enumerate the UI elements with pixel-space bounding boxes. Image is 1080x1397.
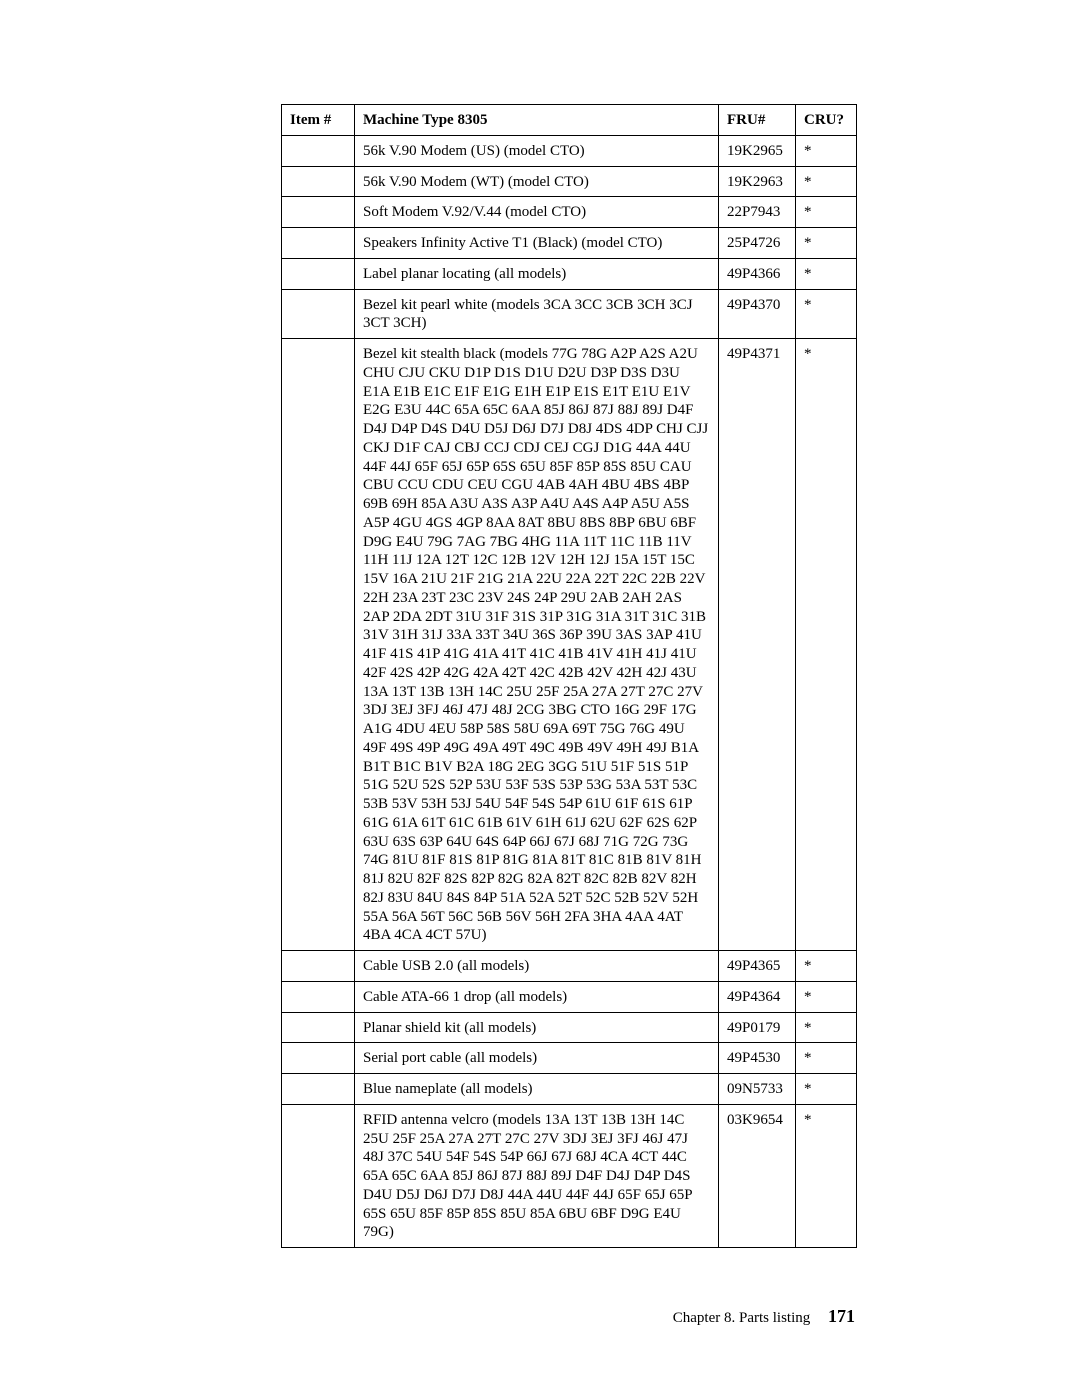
table-row: Speakers Infinity Active T1 (Black) (mod… bbox=[282, 228, 857, 259]
cell-desc: Cable USB 2.0 (all models) bbox=[355, 951, 719, 982]
parts-table: Item # Machine Type 8305 FRU# CRU? 56k V… bbox=[281, 104, 857, 1248]
cell-cru: * bbox=[796, 981, 857, 1012]
cell-cru: * bbox=[796, 1104, 857, 1247]
cell-item bbox=[282, 258, 355, 289]
footer-chapter: Chapter 8. Parts listing bbox=[673, 1310, 811, 1326]
table-row: Soft Modem V.92/V.44 (model CTO)22P7943* bbox=[282, 197, 857, 228]
cell-desc: Speakers Infinity Active T1 (Black) (mod… bbox=[355, 228, 719, 259]
cell-fru: 19K2965 bbox=[719, 135, 796, 166]
cell-fru: 25P4726 bbox=[719, 228, 796, 259]
cell-cru: * bbox=[796, 228, 857, 259]
cell-fru: 22P7943 bbox=[719, 197, 796, 228]
cell-fru: 03K9654 bbox=[719, 1104, 796, 1247]
table-row: 56k V.90 Modem (WT) (model CTO)19K2963* bbox=[282, 166, 857, 197]
cell-item bbox=[282, 1104, 355, 1247]
cell-desc: Planar shield kit (all models) bbox=[355, 1012, 719, 1043]
cell-item bbox=[282, 981, 355, 1012]
cell-item bbox=[282, 289, 355, 339]
table-row: Blue nameplate (all models)09N5733* bbox=[282, 1074, 857, 1105]
cell-fru: 49P4365 bbox=[719, 951, 796, 982]
cell-item bbox=[282, 339, 355, 951]
table-header-row: Item # Machine Type 8305 FRU# CRU? bbox=[282, 105, 857, 136]
table-row: Cable ATA-66 1 drop (all models)49P4364* bbox=[282, 981, 857, 1012]
cell-fru: 49P0179 bbox=[719, 1012, 796, 1043]
cell-cru: * bbox=[796, 258, 857, 289]
cell-desc: 56k V.90 Modem (US) (model CTO) bbox=[355, 135, 719, 166]
header-desc: Machine Type 8305 bbox=[355, 105, 719, 136]
table-row: Serial port cable (all models)49P4530* bbox=[282, 1043, 857, 1074]
table-row: Label planar locating (all models)49P436… bbox=[282, 258, 857, 289]
cell-fru: 49P4530 bbox=[719, 1043, 796, 1074]
cell-fru: 49P4371 bbox=[719, 339, 796, 951]
cell-cru: * bbox=[796, 197, 857, 228]
cell-cru: * bbox=[796, 135, 857, 166]
cell-desc: Cable ATA-66 1 drop (all models) bbox=[355, 981, 719, 1012]
cell-cru: * bbox=[796, 1074, 857, 1105]
cell-desc: Bezel kit pearl white (models 3CA 3CC 3C… bbox=[355, 289, 719, 339]
cell-item bbox=[282, 1012, 355, 1043]
cell-fru: 09N5733 bbox=[719, 1074, 796, 1105]
footer-page-number: 171 bbox=[828, 1306, 855, 1326]
cell-desc: RFID antenna velcro (models 13A 13T 13B … bbox=[355, 1104, 719, 1247]
table-body: 56k V.90 Modem (US) (model CTO)19K2965*5… bbox=[282, 135, 857, 1247]
cell-item bbox=[282, 1043, 355, 1074]
cell-desc: Bezel kit stealth black (models 77G 78G … bbox=[355, 339, 719, 951]
cell-item bbox=[282, 135, 355, 166]
cell-fru: 49P4370 bbox=[719, 289, 796, 339]
cell-fru: 49P4366 bbox=[719, 258, 796, 289]
table-row: Cable USB 2.0 (all models)49P4365* bbox=[282, 951, 857, 982]
cell-item bbox=[282, 1074, 355, 1105]
cell-item bbox=[282, 951, 355, 982]
cell-item bbox=[282, 197, 355, 228]
cell-cru: * bbox=[796, 1043, 857, 1074]
table-row: Bezel kit stealth black (models 77G 78G … bbox=[282, 339, 857, 951]
page-footer: Chapter 8. Parts listing 171 bbox=[0, 1306, 1080, 1327]
header-fru: FRU# bbox=[719, 105, 796, 136]
table-row: 56k V.90 Modem (US) (model CTO)19K2965* bbox=[282, 135, 857, 166]
cell-desc: 56k V.90 Modem (WT) (model CTO) bbox=[355, 166, 719, 197]
table-row: Planar shield kit (all models)49P0179* bbox=[282, 1012, 857, 1043]
cell-desc: Label planar locating (all models) bbox=[355, 258, 719, 289]
cell-fru: 49P4364 bbox=[719, 981, 796, 1012]
cell-desc: Serial port cable (all models) bbox=[355, 1043, 719, 1074]
cell-cru: * bbox=[796, 1012, 857, 1043]
cell-cru: * bbox=[796, 166, 857, 197]
cell-cru: * bbox=[796, 289, 857, 339]
cell-item bbox=[282, 228, 355, 259]
page: Item # Machine Type 8305 FRU# CRU? 56k V… bbox=[0, 0, 1080, 1397]
cell-desc: Blue nameplate (all models) bbox=[355, 1074, 719, 1105]
cell-fru: 19K2963 bbox=[719, 166, 796, 197]
cell-cru: * bbox=[796, 339, 857, 951]
cell-desc: Soft Modem V.92/V.44 (model CTO) bbox=[355, 197, 719, 228]
cell-cru: * bbox=[796, 951, 857, 982]
cell-item bbox=[282, 166, 355, 197]
header-cru: CRU? bbox=[796, 105, 857, 136]
header-item: Item # bbox=[282, 105, 355, 136]
table-row: Bezel kit pearl white (models 3CA 3CC 3C… bbox=[282, 289, 857, 339]
table-row: RFID antenna velcro (models 13A 13T 13B … bbox=[282, 1104, 857, 1247]
